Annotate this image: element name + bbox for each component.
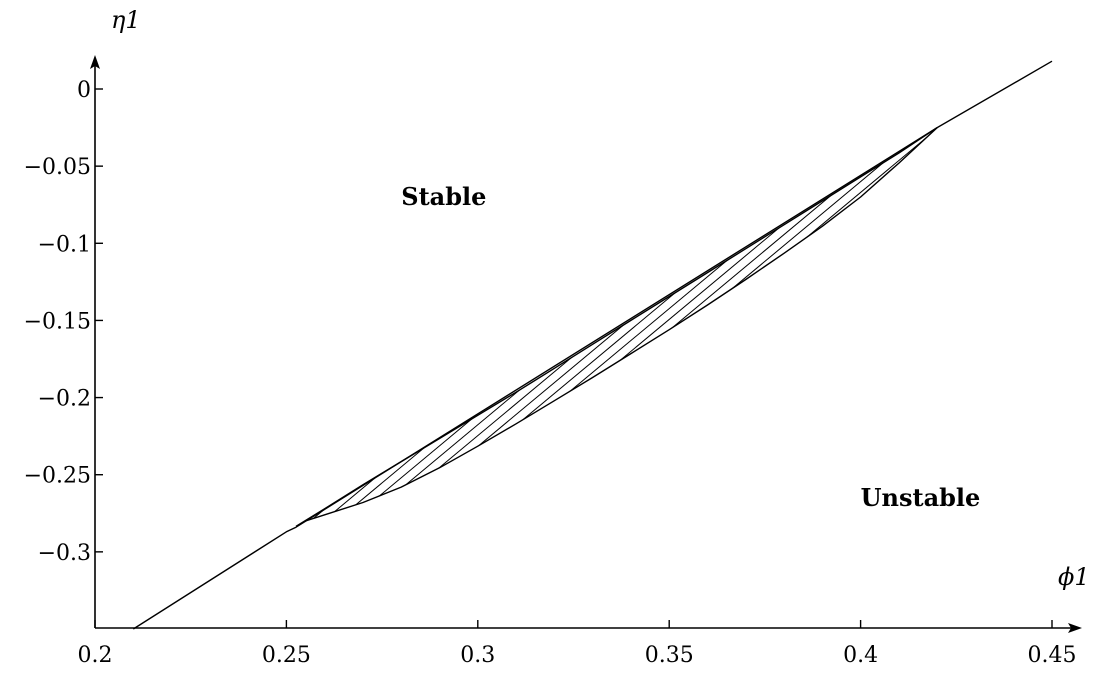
hatch-line xyxy=(296,127,572,527)
hatch-line xyxy=(902,127,938,527)
hatch-line xyxy=(473,127,938,527)
y-tick-label: −0.25 xyxy=(24,464,91,489)
hatch-line xyxy=(590,127,938,527)
y-tick-label: −0.15 xyxy=(24,309,91,334)
hatch-line xyxy=(746,127,938,527)
x-tick-label: 0.35 xyxy=(645,643,694,668)
hatch-line xyxy=(798,127,938,527)
hatch-line xyxy=(824,127,938,527)
hatch-line xyxy=(296,127,650,527)
hatch-line xyxy=(512,127,938,527)
hatch-line xyxy=(942,120,1098,537)
hatch-line xyxy=(538,127,938,527)
hatch-line xyxy=(915,127,938,527)
hatch-line xyxy=(551,127,938,527)
hatch-line xyxy=(772,127,938,527)
y-tick-label: 0 xyxy=(77,78,91,103)
hatch-line xyxy=(317,127,819,527)
hatch-line xyxy=(733,127,938,527)
hatch-line xyxy=(296,127,637,527)
hatch-line xyxy=(296,127,598,527)
hatch-line xyxy=(296,127,741,527)
hatch-line xyxy=(296,127,754,527)
hatch-line xyxy=(486,127,938,527)
y-tick-label: −0.1 xyxy=(38,232,91,257)
y-axis-arrow xyxy=(90,55,100,69)
hatch-line xyxy=(296,127,780,527)
hatch-line xyxy=(629,127,938,527)
region-label-stable: Stable xyxy=(401,182,486,211)
hatch-line xyxy=(850,127,938,527)
hatch-line xyxy=(525,127,938,527)
hatch-line xyxy=(296,127,624,527)
y-tick-label: −0.3 xyxy=(38,541,91,566)
hatch-line xyxy=(296,127,793,527)
x-axis-arrow xyxy=(1068,623,1082,633)
hatch-line xyxy=(694,127,938,527)
hatch-line xyxy=(564,127,938,527)
hatch-line xyxy=(460,127,938,527)
hatch-line xyxy=(928,127,938,527)
x-tick-label: 0.3 xyxy=(460,643,495,668)
x-tick-label: 0.2 xyxy=(78,643,113,668)
hatch-line xyxy=(499,127,938,527)
x-tick-label: 0.4 xyxy=(843,643,878,668)
region-label-unstable: Unstable xyxy=(861,483,981,512)
hatch-line xyxy=(296,127,611,527)
hatch-line xyxy=(434,127,936,527)
hatch-line xyxy=(707,127,938,527)
hatch-line xyxy=(968,120,1098,537)
x-axis-label: ϕ1 xyxy=(1058,563,1090,591)
hatch-line xyxy=(955,120,1098,537)
hatch-line xyxy=(296,127,585,527)
curves xyxy=(132,60,1053,630)
hatch-line xyxy=(759,127,938,527)
hatch-line xyxy=(616,127,938,527)
y-tick-label: −0.05 xyxy=(24,155,91,180)
x-tick-label: 0.45 xyxy=(1028,643,1077,668)
hatch-line xyxy=(720,127,938,527)
hatch-line xyxy=(811,127,938,527)
y-axis-label: η1 xyxy=(111,6,141,34)
hatch-line xyxy=(876,127,938,527)
hatched-band xyxy=(296,120,1098,537)
x-tick-label: 0.25 xyxy=(262,643,311,668)
hatch-line xyxy=(577,127,938,527)
hatch-line xyxy=(681,127,938,527)
y-tick-label: −0.2 xyxy=(38,387,91,412)
y-ticks: 0 −0.05 −0.1 −0.15 −0.2 −0.25 −0.3 xyxy=(24,78,103,566)
band-upper-boundary xyxy=(295,127,938,527)
hatch-line xyxy=(863,127,938,527)
hatch-line xyxy=(889,127,938,527)
hatch-line xyxy=(447,127,938,527)
main-boundary-line xyxy=(132,60,1053,630)
hatch-line xyxy=(296,127,767,527)
x-ticks: 0.2 0.25 0.3 0.35 0.4 0.45 xyxy=(78,620,1077,668)
hatch-line xyxy=(642,127,938,527)
band-lower-boundary xyxy=(305,127,938,522)
hatch-line xyxy=(668,127,938,527)
hatch-line xyxy=(785,127,938,527)
